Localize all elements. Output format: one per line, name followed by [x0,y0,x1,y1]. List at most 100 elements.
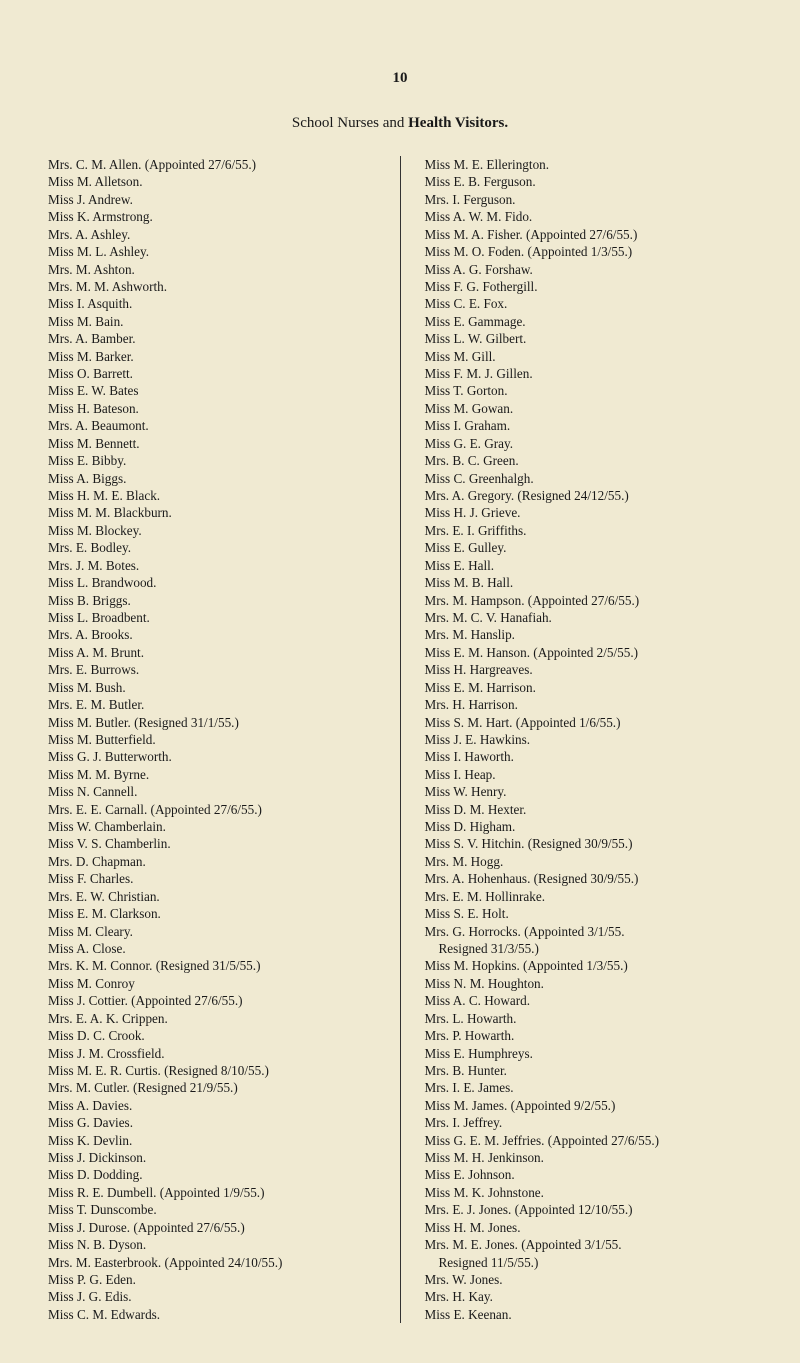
list-entry: Miss L. Brandwood. [48,574,376,591]
list-entry: Mrs. E. E. Carnall. (Appointed 27/6/55.) [48,801,376,818]
list-entry: Miss M. Gowan. [425,400,753,417]
list-entry: Miss D. Higham. [425,818,753,835]
list-entry: Miss J. E. Hawkins. [425,731,753,748]
list-entry: Mrs. G. Horrocks. (Appointed 3/1/55. [425,923,753,940]
list-entry: Resigned 31/3/55.) [425,940,753,957]
list-entry: Miss M. Butterfield. [48,731,376,748]
list-entry: Mrs. K. M. Connor. (Resigned 31/5/55.) [48,957,376,974]
list-entry: Miss A. Davies. [48,1097,376,1114]
list-entry: Miss M. Conroy [48,975,376,992]
list-entry: Miss J. G. Edis. [48,1288,376,1305]
list-entry: Miss F. G. Fothergill. [425,278,753,295]
list-entry: Mrs. J. M. Botes. [48,557,376,574]
list-entry: Miss E. Gammage. [425,313,753,330]
list-entry: Mrs. W. Jones. [425,1271,753,1288]
left-column: Mrs. C. M. Allen. (Appointed 27/6/55.)Mi… [48,156,376,1323]
list-entry: Mrs. E. A. K. Crippen. [48,1010,376,1027]
list-entry: Miss H. Hargreaves. [425,661,753,678]
list-entry: Mrs. E. Bodley. [48,539,376,556]
list-entry: Miss M. Barker. [48,348,376,365]
list-entry: Mrs. I. E. James. [425,1079,753,1096]
list-entry: Mrs. H. Kay. [425,1288,753,1305]
list-entry: Miss E. M. Hanson. (Appointed 2/5/55.) [425,644,753,661]
list-entry: Miss I. Heap. [425,766,753,783]
list-entry: Miss A. M. Brunt. [48,644,376,661]
list-entry: Miss M. Alletson. [48,173,376,190]
list-entry: Mrs. M. Hogg. [425,853,753,870]
list-entry: Miss C. E. Fox. [425,295,753,312]
list-entry: Miss E. M. Harrison. [425,679,753,696]
section-heading: School Nurses and Health Visitors. [48,115,752,132]
list-entry: Mrs. M. E. Jones. (Appointed 3/1/55. [425,1236,753,1253]
list-entry: Miss W. Chamberlain. [48,818,376,835]
list-entry: Miss M. H. Jenkinson. [425,1149,753,1166]
list-entry: Miss H. Bateson. [48,400,376,417]
list-entry: Miss E. M. Clarkson. [48,905,376,922]
list-entry: Miss J. Cottier. (Appointed 27/6/55.) [48,992,376,1009]
list-entry: Miss H. M. Jones. [425,1219,753,1236]
list-entry: Miss E. B. Ferguson. [425,173,753,190]
page-number: 10 [48,70,752,87]
list-entry: Miss J. M. Crossfield. [48,1045,376,1062]
list-entry: Miss C. M. Edwards. [48,1306,376,1323]
heading-bold: Health Visitors. [408,115,508,131]
heading-prefix: School Nurses and [292,115,408,131]
list-entry: Miss E. Hall. [425,557,753,574]
list-entry: Miss I. Graham. [425,417,753,434]
list-entry: Mrs. A. Gregory. (Resigned 24/12/55.) [425,487,753,504]
list-entry: Miss H. M. E. Black. [48,487,376,504]
list-entry: Miss T. Dunscombe. [48,1201,376,1218]
list-entry: Miss I. Asquith. [48,295,376,312]
list-entry: Miss D. C. Crook. [48,1027,376,1044]
list-entry: Mrs. E. I. Griffiths. [425,522,753,539]
list-entry: Mrs. C. M. Allen. (Appointed 27/6/55.) [48,156,376,173]
list-entry: Miss A. Biggs. [48,470,376,487]
list-entry: Miss M. E. Ellerington. [425,156,753,173]
list-entry: Miss B. Briggs. [48,592,376,609]
list-entry: Miss M. Gill. [425,348,753,365]
list-entry: Miss P. G. Eden. [48,1271,376,1288]
list-entry: Miss E. Johnson. [425,1166,753,1183]
list-entry: Mrs. H. Harrison. [425,696,753,713]
list-entry: Miss M. L. Ashley. [48,243,376,260]
list-entry: Miss A. G. Forshaw. [425,261,753,278]
list-entry: Miss E. Humphreys. [425,1045,753,1062]
list-entry: Miss T. Gorton. [425,382,753,399]
list-entry: Mrs. A. Brooks. [48,626,376,643]
list-entry: Miss G. J. Butterworth. [48,748,376,765]
list-entry: Miss M. O. Foden. (Appointed 1/3/55.) [425,243,753,260]
list-entry: Mrs. B. Hunter. [425,1062,753,1079]
list-entry: Miss J. Durose. (Appointed 27/6/55.) [48,1219,376,1236]
list-entry: Miss F. M. J. Gillen. [425,365,753,382]
list-entry: Miss E. Keenan. [425,1306,753,1323]
list-entry: Miss M. K. Johnstone. [425,1184,753,1201]
list-entry: Miss J. Andrew. [48,191,376,208]
list-entry: Miss A. C. Howard. [425,992,753,1009]
list-entry: Mrs. E. M. Butler. [48,696,376,713]
list-entry: Miss F. Charles. [48,870,376,887]
list-entry: Miss G. E. Gray. [425,435,753,452]
list-entry: Miss O. Barrett. [48,365,376,382]
list-entry: Miss H. J. Grieve. [425,504,753,521]
list-entry: Miss L. W. Gilbert. [425,330,753,347]
list-entry: Miss D. Dodding. [48,1166,376,1183]
list-entry: Miss N. B. Dyson. [48,1236,376,1253]
list-entry: Mrs. I. Ferguson. [425,191,753,208]
list-entry: Miss G. E. M. Jeffries. (Appointed 27/6/… [425,1132,753,1149]
list-entry: Miss S. E. Holt. [425,905,753,922]
list-entry: Miss A. W. M. Fido. [425,208,753,225]
list-entry: Miss V. S. Chamberlin. [48,835,376,852]
list-entry: Miss I. Haworth. [425,748,753,765]
list-entry: Mrs. M. C. V. Hanafiah. [425,609,753,626]
list-entry: Mrs. I. Jeffrey. [425,1114,753,1131]
column-divider [400,156,401,1323]
columns-container: Mrs. C. M. Allen. (Appointed 27/6/55.)Mi… [48,156,752,1323]
list-entry: Mrs. M. Cutler. (Resigned 21/9/55.) [48,1079,376,1096]
list-entry: Mrs. M. Hampson. (Appointed 27/6/55.) [425,592,753,609]
list-entry: Mrs. M. Easterbrook. (Appointed 24/10/55… [48,1254,376,1271]
list-entry: Miss K. Devlin. [48,1132,376,1149]
right-column: Miss M. E. Ellerington.Miss E. B. Fergus… [425,156,753,1323]
list-entry: Miss S. V. Hitchin. (Resigned 30/9/55.) [425,835,753,852]
list-entry: Mrs. L. Howarth. [425,1010,753,1027]
list-entry: Miss M. Bennett. [48,435,376,452]
